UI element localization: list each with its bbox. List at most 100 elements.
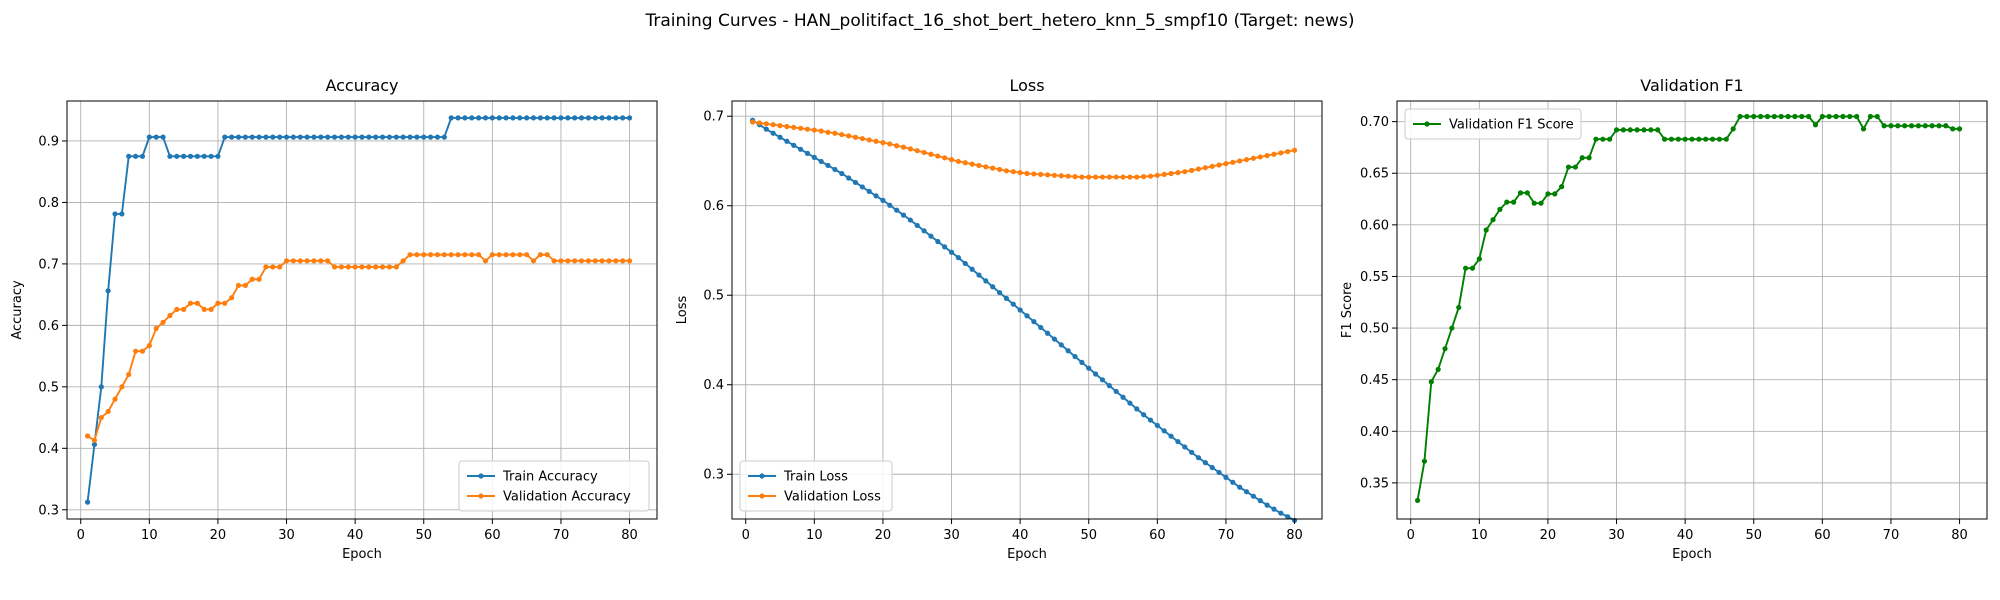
accuracy-series-1-point-61 — [503, 252, 509, 258]
accuracy-series-0-point-12 — [167, 153, 173, 159]
loss-series-1-point-39 — [1017, 170, 1023, 176]
f1-series-0-line — [1416, 115, 1960, 501]
loss-axes-frame — [731, 100, 1323, 520]
loss-series-0-point-5 — [784, 138, 790, 144]
f1-series-0-point-38 — [1675, 136, 1681, 142]
accuracy-xtick-label-0: 0 — [77, 528, 85, 543]
accuracy-xtick-label-4: 40 — [347, 528, 364, 543]
accuracy-series-1-point-69 — [558, 258, 564, 264]
accuracy-series-1-point-49 — [421, 252, 427, 258]
f1-series-0-markers — [1414, 113, 1963, 504]
accuracy-series-1-point-42 — [373, 264, 379, 270]
loss-series-1-point-63 — [1182, 169, 1188, 175]
accuracy-series-1-point-44 — [386, 264, 393, 270]
loss-series-0-point-52 — [1106, 383, 1112, 389]
accuracy-series-1-point-56 — [469, 252, 475, 258]
accuracy-series-1-point-38 — [345, 264, 351, 270]
accuracy-series-0-point-36 — [331, 134, 338, 140]
loss-series-0-point-12 — [832, 166, 838, 173]
accuracy-series-1-point-62 — [510, 252, 516, 258]
loss-series-1-point-28 — [942, 155, 948, 161]
accuracy-series-0-point-18 — [208, 153, 214, 159]
f1-series-0-point-1 — [1421, 458, 1428, 464]
loss-series-0-point-49 — [1086, 365, 1092, 371]
loss-series-1-point-6 — [791, 124, 797, 130]
loss-series-1-markers — [749, 119, 1298, 180]
accuracy-series-1-point-33 — [311, 258, 317, 264]
loss-series-0-point-56 — [1134, 406, 1140, 412]
loss-legend-label-0: Train Loss — [783, 470, 848, 485]
f1-legend-marker-0 — [1424, 121, 1430, 127]
accuracy-series-1-point-7 — [133, 348, 139, 354]
loss-series-0-point-44 — [1051, 336, 1058, 342]
f1-series-0-point-74 — [1922, 123, 1928, 129]
f1-series-0-point-47 — [1737, 113, 1743, 120]
f1-series-0-point-36 — [1661, 136, 1668, 142]
loss-series-1-point-25 — [921, 149, 927, 156]
f1-series-0-point-51 — [1764, 113, 1771, 120]
loss-series-0-point-7 — [798, 146, 804, 152]
accuracy-series-1-point-4 — [112, 396, 118, 402]
loss-series-0-point-33 — [976, 272, 982, 278]
accuracy-xtick-label-8: 80 — [621, 528, 638, 543]
loss-series-1-point-11 — [825, 129, 831, 135]
f1-series-0-point-55 — [1792, 113, 1798, 120]
accuracy-legend-label-0: Train Accuracy — [502, 470, 598, 485]
f1-series-0-point-53 — [1778, 113, 1784, 120]
f1-xtick-label-3: 30 — [1608, 528, 1625, 543]
loss-series-0-point-4 — [777, 134, 783, 140]
loss-legend: Train Loss Validation Loss — [739, 460, 893, 512]
loss-xtick-label-8: 80 — [1286, 528, 1303, 543]
accuracy-series-0-point-60 — [496, 115, 502, 121]
accuracy-series-1-point-79 — [626, 258, 633, 264]
loss-series-0-point-68 — [1216, 469, 1222, 476]
loss-series-0-point-3 — [770, 130, 776, 136]
f1-xtick-label-6: 60 — [1814, 528, 1831, 543]
f1-series-0-point-21 — [1559, 184, 1565, 190]
f1-ytick-label-7: 0.70 — [1360, 115, 1389, 130]
f1-series-0-point-66 — [1867, 113, 1873, 120]
accuracy-chart-title: Accuracy — [325, 76, 398, 95]
accuracy-panel: 0 10 20 30 40 50 60 70 80 0.3 0.4 0.5 0.6 0.7 0.8 0.9 Ac… — [10, 76, 658, 562]
loss-series-1-point-59 — [1154, 172, 1160, 178]
accuracy-series-1-point-15 — [187, 300, 194, 306]
accuracy-xtick-label-3: 30 — [278, 528, 295, 543]
accuracy-series-0-point-33 — [311, 134, 317, 140]
f1-legend-box — [1404, 108, 1582, 140]
loss-series-1-point-51 — [1099, 174, 1106, 180]
loss-series-0-point-73 — [1250, 493, 1256, 499]
loss-series-1-point-7 — [798, 125, 804, 131]
loss-series-0-point-53 — [1113, 388, 1119, 395]
loss-series-1-point-34 — [983, 164, 989, 170]
f1-series-0-point-4 — [1442, 346, 1448, 352]
loss-series-0-point-67 — [1209, 464, 1215, 471]
loss-series-0-point-66 — [1202, 460, 1208, 466]
accuracy-series-0-point-15 — [187, 153, 194, 159]
f1-series-0-point-17 — [1531, 200, 1537, 206]
f1-series-0-point-15 — [1517, 190, 1524, 196]
accuracy-series-1-point-78 — [620, 258, 626, 264]
loss-series-1-point-79 — [1291, 147, 1298, 153]
f1-series-0-point-12 — [1497, 206, 1503, 212]
loss-series-1-point-38 — [1010, 169, 1016, 175]
accuracy-series-0-point-41 — [366, 134, 372, 140]
f1-xtick-label-8: 80 — [1951, 528, 1968, 543]
loss-series-1-point-43 — [1044, 172, 1051, 178]
loss-series-0-markers — [749, 117, 1298, 523]
accuracy-series-1-point-40 — [359, 264, 365, 270]
loss-series-1-point-44 — [1051, 172, 1058, 178]
loss-series-0-point-74 — [1257, 498, 1263, 504]
loss-series-1-point-2 — [763, 121, 769, 127]
accuracy-series-0-point-79 — [626, 115, 633, 121]
loss-series-1-point-50 — [1093, 174, 1099, 180]
accuracy-series-0-point-9 — [146, 134, 152, 140]
f1-series-0-point-71 — [1902, 123, 1908, 129]
loss-series-1-point-30 — [955, 158, 962, 165]
f1-series-0-point-16 — [1524, 190, 1530, 196]
f1-series-0-point-44 — [1716, 136, 1723, 142]
accuracy-series-0-point-23 — [242, 134, 248, 140]
f1-panel: 0 10 20 30 40 50 60 70 80 0.35 0.40 0.45 0.50 0.55 0.6… — [1340, 76, 1988, 562]
accuracy-series-1-point-11 — [160, 319, 166, 325]
f1-series-0-point-30 — [1620, 127, 1626, 133]
f1-series-0-point-34 — [1648, 127, 1654, 133]
